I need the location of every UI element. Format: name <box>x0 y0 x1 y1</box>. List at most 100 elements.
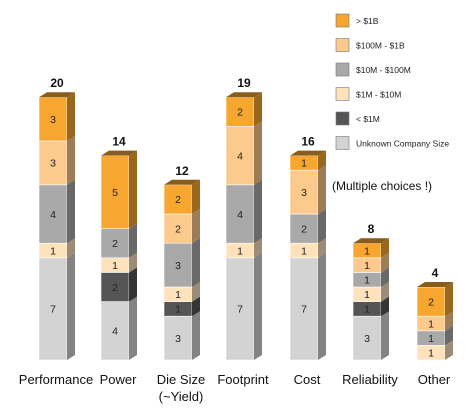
segment-value-label: 2 <box>175 223 181 235</box>
legend-entry: < $1M <box>335 111 380 126</box>
bar-segment: 2 <box>416 282 453 317</box>
bar-segment: 2 <box>100 267 137 302</box>
segment-value-label: 3 <box>175 260 181 272</box>
bar-segment: 1 <box>289 150 326 171</box>
segment-value-label: 5 <box>112 187 118 199</box>
category-tick-label: Die Size <box>157 372 205 387</box>
category-tick-label: Performance <box>19 372 93 387</box>
segment-value-label: 4 <box>237 209 243 221</box>
legend-entry: $1M - $10M <box>335 87 401 101</box>
segment-value-label: 1 <box>50 245 56 257</box>
bar-total-label: 8 <box>368 222 375 236</box>
bar-total-label: 14 <box>112 135 126 149</box>
bar-segment: 3 <box>352 311 389 361</box>
bar-segment: 3 <box>289 165 326 215</box>
bar-segment: 1 <box>352 238 389 259</box>
bar-total-label: 12 <box>175 164 189 178</box>
segment-value-label: 7 <box>50 304 56 316</box>
legend-label: $100M - $1B <box>356 41 405 51</box>
category-tick-label: Other <box>418 372 451 387</box>
bar-segment: 1 <box>416 340 453 361</box>
segment-value-label: 7 <box>237 304 243 316</box>
bar-segment: 4 <box>225 179 262 244</box>
segment-value-label: 2 <box>428 296 434 308</box>
bar-total-label: 20 <box>50 76 64 90</box>
bar-segment: 1 <box>289 238 326 259</box>
legend-label: $1M - $10M <box>356 90 401 100</box>
bar-segment: 3 <box>163 311 200 361</box>
segment-value-label: 1 <box>175 304 181 316</box>
bar-segment: 2 <box>100 223 137 259</box>
segment-value-label: 1 <box>364 289 370 301</box>
bar-segment: 4 <box>100 296 137 361</box>
bar-segment: 1 <box>416 325 453 346</box>
bar-segment: 1 <box>352 267 389 288</box>
category-tick-label: Cost <box>294 372 321 387</box>
bar-segment: 2 <box>163 179 200 215</box>
legend-swatch <box>335 38 350 52</box>
bar-segment: 1 <box>100 252 137 273</box>
bar-segment: 3 <box>38 92 75 142</box>
multiple-choices-annotation: (Multiple choices !) <box>332 179 432 193</box>
legend-swatch <box>335 111 350 126</box>
segment-value-label: 2 <box>237 107 243 119</box>
segment-value-label: 1 <box>364 304 370 316</box>
segment-value-label: 1 <box>364 275 370 287</box>
bar-top-face <box>101 150 137 156</box>
bar-total-label: 19 <box>237 76 251 90</box>
legend-label: $10M - $100M <box>356 65 411 75</box>
legend-label: Unknown Company Size <box>356 139 449 149</box>
segment-value-label: 1 <box>428 318 434 330</box>
segment-value-label: 1 <box>237 245 243 257</box>
category-tick-label: (~Yield) <box>159 389 204 404</box>
segment-value-label: 3 <box>301 187 307 199</box>
bar-total-label: 16 <box>301 135 315 149</box>
legend-swatch <box>335 62 350 77</box>
bar-segment: 7 <box>289 252 326 361</box>
bar-segment: 1 <box>38 238 75 259</box>
segment-value-label: 1 <box>364 245 370 257</box>
segment-value-label: 1 <box>175 289 181 301</box>
bar-top-face <box>290 150 326 156</box>
bar-segment: 1 <box>352 252 389 273</box>
category-tick-label: Footprint <box>217 372 269 387</box>
bar-segment: 1 <box>163 282 200 302</box>
segment-value-label: 7 <box>301 304 307 316</box>
bar-segment: 5 <box>100 150 137 229</box>
segment-value-label: 1 <box>428 348 434 360</box>
legend-swatch <box>335 136 350 150</box>
bar-top-face <box>353 238 389 244</box>
bar-segment: 4 <box>38 179 75 244</box>
legend-entry: > $1B <box>335 13 379 28</box>
legend-label: > $1B <box>356 16 379 26</box>
bar-segment: 7 <box>225 252 262 361</box>
segment-value-label: 1 <box>301 158 307 170</box>
bar-segment: 1 <box>225 238 262 259</box>
bar-top-face <box>417 282 453 287</box>
segment-value-label: 2 <box>112 238 118 250</box>
segment-value-label: 1 <box>112 260 118 272</box>
category-tick-label: Reliability <box>342 372 398 387</box>
category-tick-label: Power <box>100 372 138 387</box>
segment-value-label: 3 <box>364 333 370 345</box>
segment-value-label: 3 <box>50 114 56 126</box>
legend-swatch <box>335 13 350 28</box>
bar-segment: 3 <box>163 238 200 288</box>
segment-value-label: 4 <box>237 150 243 162</box>
bar-segment: 2 <box>289 209 326 244</box>
legend-entry: Unknown Company Size <box>335 136 449 150</box>
bar-segment: 3 <box>38 136 75 186</box>
bar-segment: 7 <box>38 252 75 361</box>
segment-value-label: 3 <box>175 333 181 345</box>
bar-segment: 1 <box>416 311 453 332</box>
segment-value-label: 1 <box>301 245 307 257</box>
bar-segment: 1 <box>352 282 389 302</box>
segment-value-label: 1 <box>428 333 434 345</box>
legend-entry: $100M - $1B <box>335 38 405 52</box>
bar-segment: 2 <box>225 92 262 127</box>
bar-top-face <box>164 179 200 185</box>
bar-segment: 4 <box>225 121 262 186</box>
bar-total-label: 4 <box>432 266 439 280</box>
